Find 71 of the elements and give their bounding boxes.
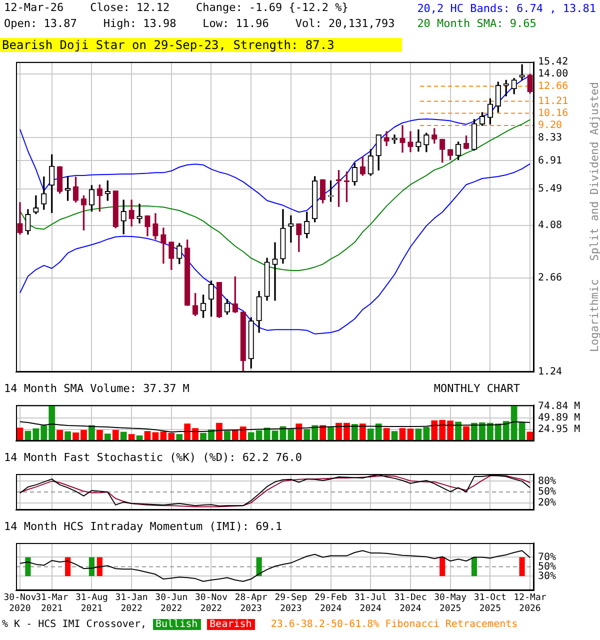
x-tick-label: 29-Feb 2024 <box>314 593 348 614</box>
bar <box>455 422 462 441</box>
y-tick-label: 1.24 <box>538 366 562 378</box>
chart-title: 14 Month HCS Intraday Momentum (IMI): 69.1 <box>3 520 282 533</box>
y-tick-label: 6.91 <box>538 155 562 166</box>
candlestick <box>160 228 166 264</box>
text: MONTHLY CHART <box>434 382 521 395</box>
x-tick-label: 29-Sep 2023 <box>274 593 308 614</box>
y-tick-label: 14.00 <box>538 68 568 80</box>
ref-line-label: 12.66 <box>538 80 568 92</box>
text: 20 Month SMA: 9.65 <box>417 17 536 30</box>
y-tick-label: 15.42 <box>538 56 568 68</box>
x-tick-label: 31-Aug 2021 <box>75 593 108 614</box>
bar <box>64 431 71 441</box>
chart-title: 14 Month Fast Stochastic (%K) (%D): 62.2 76.0 <box>3 451 302 464</box>
candlestick <box>272 242 278 301</box>
y-tick-label: 24.95 M <box>538 424 580 436</box>
bar <box>216 422 222 441</box>
x-tick-label: 31-Oct 2025 <box>474 593 506 614</box>
y-tick-label: 50% <box>538 486 556 498</box>
y-tick-label: 4.08 <box>538 220 562 232</box>
bar <box>359 424 366 441</box>
ref-line-label: 10.16 <box>538 108 568 119</box>
y-tick-label: 30% <box>538 570 556 582</box>
bar <box>88 425 95 441</box>
y-tick-label: 49.89 M <box>538 412 580 424</box>
text: Bearish Doji Star on 29-Sep-23, Strength: 87.3 <box>0 38 402 52</box>
bar <box>112 430 119 441</box>
bar <box>224 430 230 441</box>
y-tick-label: 50% <box>538 561 556 572</box>
candlestick <box>400 125 406 153</box>
bar <box>383 428 390 441</box>
x-tick-label: 31-Jan 2022 <box>115 593 148 614</box>
text: Logarithmic <box>588 279 600 352</box>
x-tick-label: 30-Nov 2020 <box>4 593 36 614</box>
text: Open: 13.87 High: 13.98 Low: 11.96 Vol: 20,131,793 <box>4 16 395 32</box>
text: Bearish <box>206 618 255 630</box>
x-tick-label: 30-May 2025 <box>434 593 468 614</box>
text: 20,2 HC Bands: 6.74 , 13.81 <box>417 2 596 15</box>
candlestick <box>288 215 294 243</box>
bar <box>463 426 470 441</box>
y-tick-label: 8.33 <box>538 132 562 144</box>
x-tick-label: 12-Mar 2026 <box>514 593 547 614</box>
text: Bullish <box>152 618 201 630</box>
y-tick-label: 5.49 <box>538 184 562 195</box>
x-tick-label: 31-Dec 2024 <box>394 593 427 614</box>
text: 23.6-38.2-50-61.8% Fibonacci Retracements <box>270 618 518 630</box>
legend-title: % K - HCS IMI Crossover, <box>2 618 146 630</box>
y-tick-label: 2.66 <box>538 272 562 284</box>
x-tick-label: 30-Nov 2022 <box>194 593 228 614</box>
x-tick-label: 28-Apr 2023 <box>234 593 268 614</box>
y-tick-label: 80% <box>538 476 556 487</box>
x-tick-label: 31-Mar 2021 <box>36 593 69 614</box>
bar <box>352 424 358 441</box>
bar <box>328 426 334 441</box>
chart-title: 14 Month SMA Volume: 37.37 M <box>3 382 190 395</box>
bar <box>320 425 326 441</box>
y-tick-label: 74.84 M <box>538 401 580 412</box>
bar <box>56 430 64 441</box>
bar <box>296 424 302 441</box>
x-tick-label: 31-Jul 2024 <box>354 593 387 614</box>
y-axis-title: Split and Dividend Adjusted <box>588 82 600 261</box>
y-tick-label: 70% <box>538 552 556 563</box>
x-tick-label: 30-Jun 2022 <box>155 593 188 614</box>
text: 12-Mar-26 Close: 12.12 Change: -1.69 {-12.2 %} <box>4 0 350 16</box>
candlestick <box>392 134 398 144</box>
bar <box>96 430 103 441</box>
bar <box>104 434 111 441</box>
ref-line-label: 11.21 <box>538 96 568 107</box>
y-tick-label: 20% <box>538 497 556 508</box>
ref-line-label: 9.20 <box>538 120 562 132</box>
